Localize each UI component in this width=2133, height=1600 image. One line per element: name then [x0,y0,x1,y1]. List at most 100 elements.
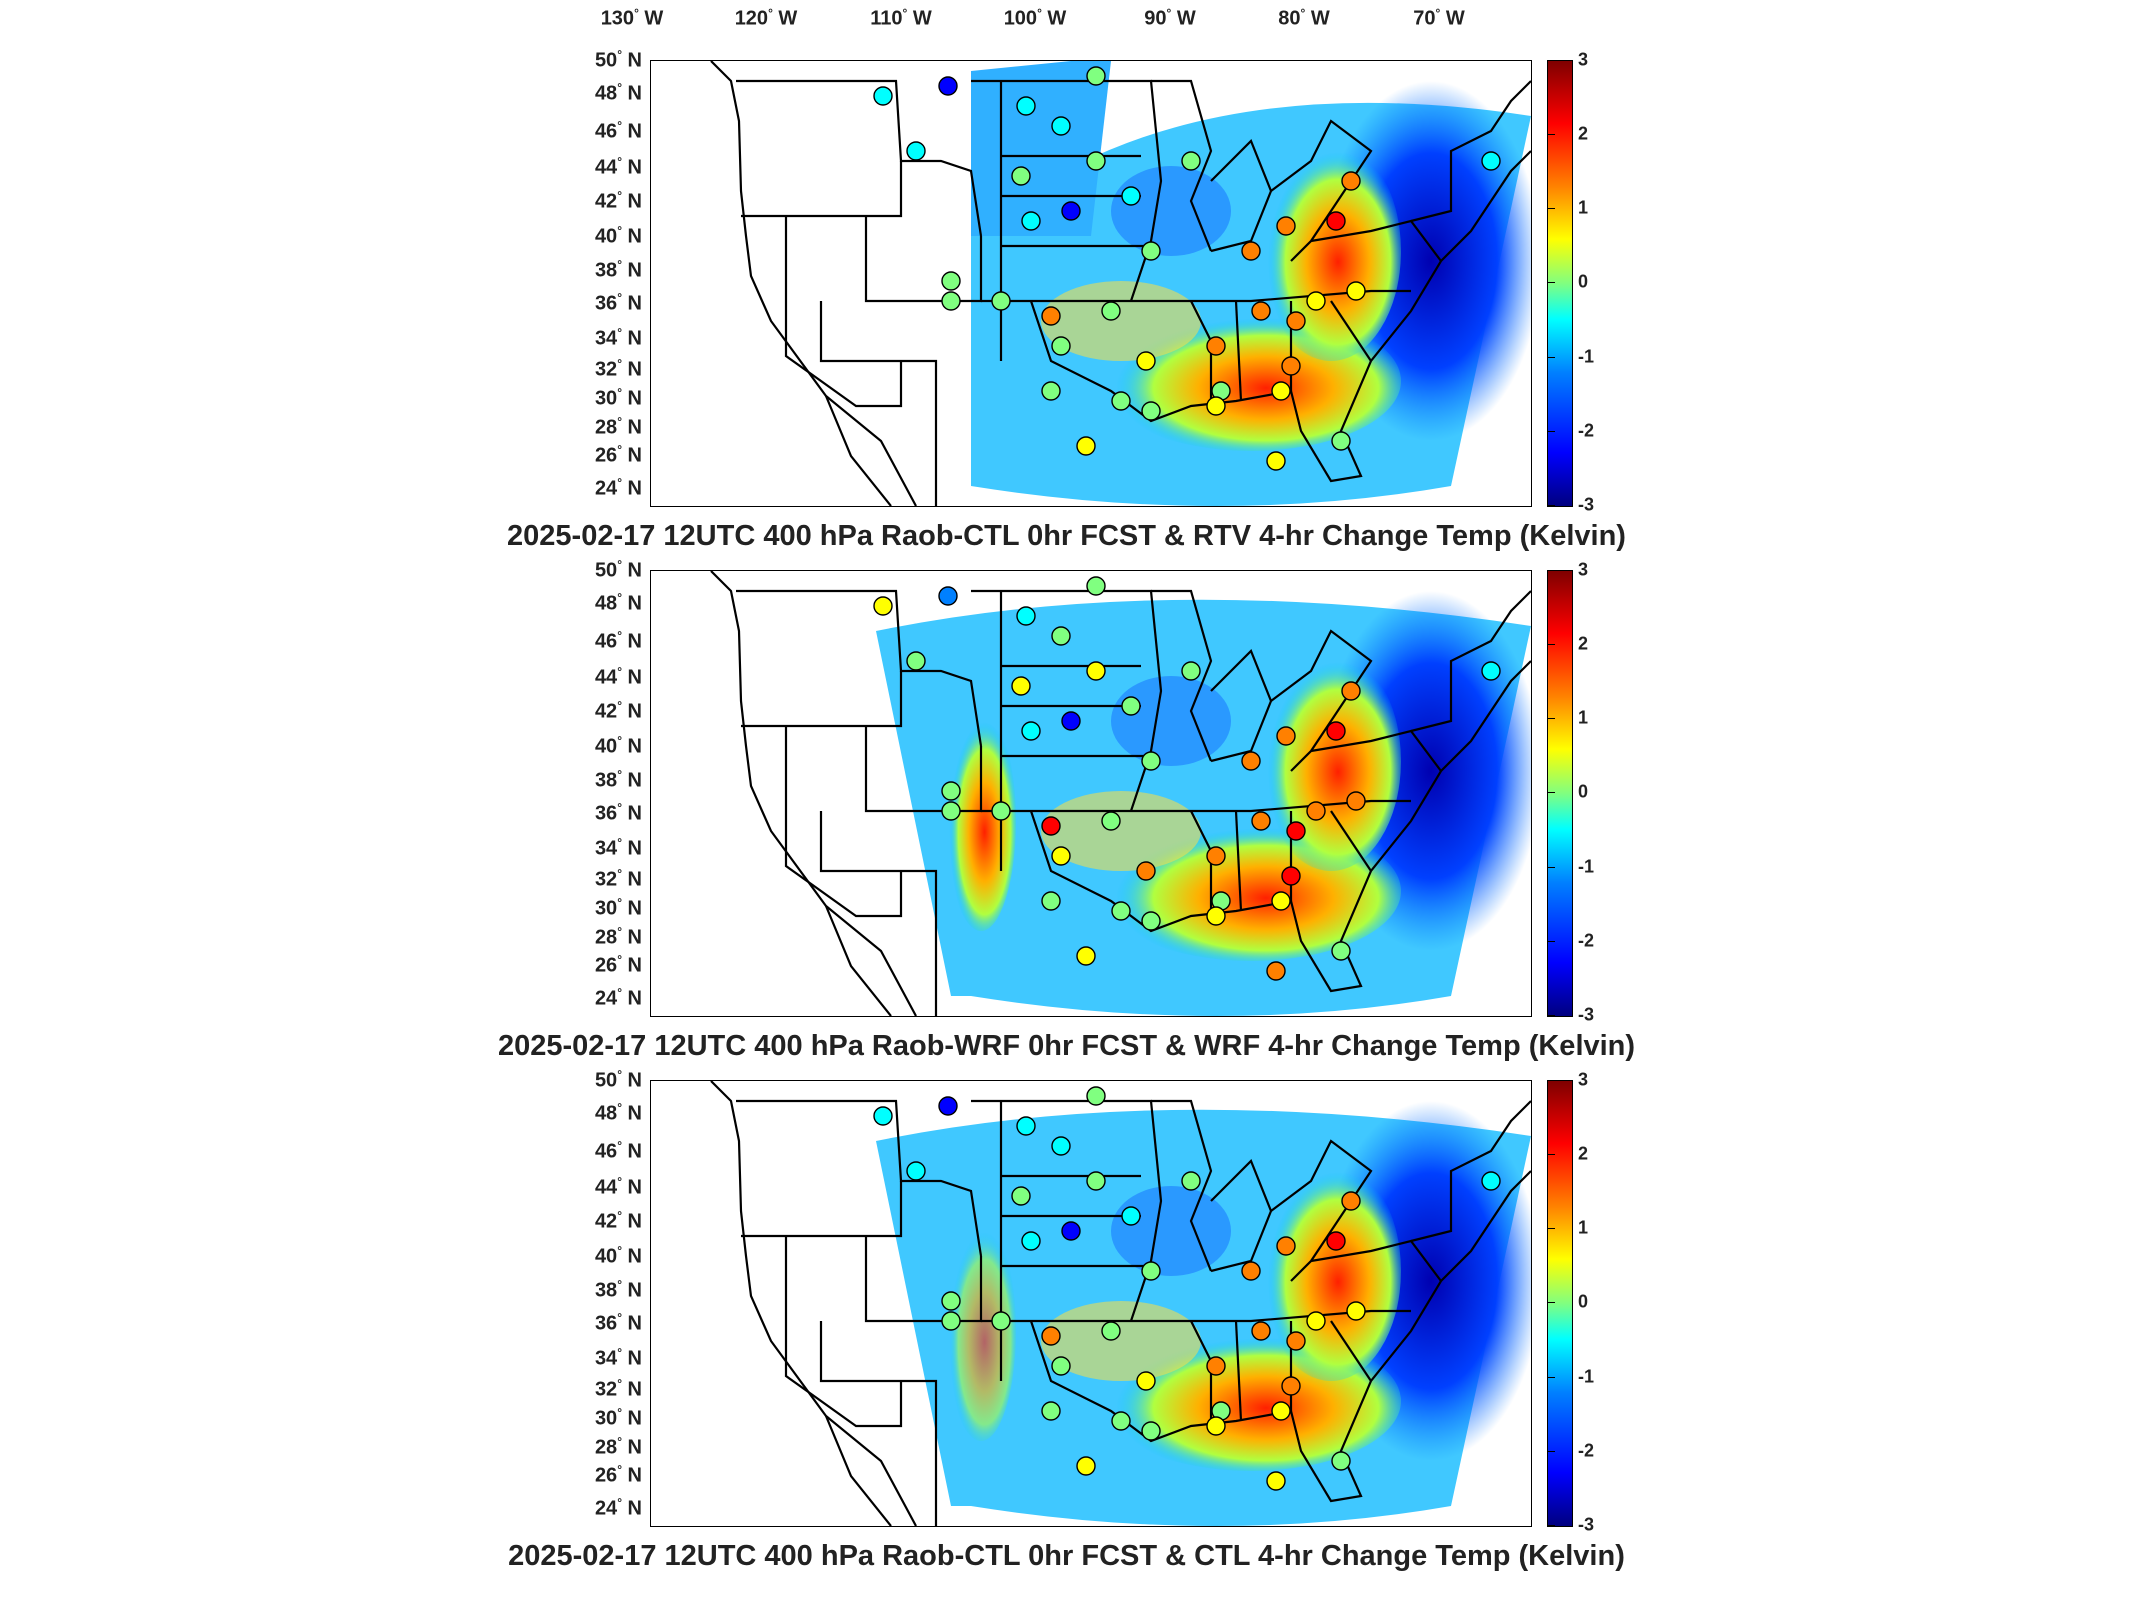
raob-station-marker [1016,606,1036,626]
latitude-label: 42° N [594,188,642,213]
colorbar-tick-mark [1547,644,1555,645]
raob-station-marker [1141,1261,1161,1281]
colorbar-tick-label: 3 [1578,1069,1589,1090]
raob-station-marker [1481,1171,1501,1191]
colorbar-tick-label: -2 [1578,930,1595,951]
colorbar-tick-mark [1547,1080,1555,1081]
raob-station-marker [1136,861,1156,881]
raob-station-marker [1041,1401,1061,1421]
map-frame [650,1080,1532,1527]
colorbar-tick-label: 2 [1578,1143,1589,1164]
colorbar-tick-label: 2 [1578,633,1589,654]
raob-station-marker [1021,211,1041,231]
raob-station-marker [1041,816,1061,836]
latitude-label: 46° N [594,118,642,143]
colorbar-tick-label: -3 [1578,1514,1595,1535]
colorbar-tick-label: 0 [1578,271,1589,292]
raob-station-marker [1341,171,1361,191]
colorbar-tick-mark [1547,570,1555,571]
latitude-label: 32° N [594,1376,642,1401]
raob-station-marker [1206,1356,1226,1376]
temperature-change-map [710,571,1531,1016]
colorbar [1547,1080,1573,1527]
colorbar-tick-mark [1547,718,1555,719]
longitude-label: 120° W [734,6,798,30]
colorbar-tick-label: -2 [1578,1440,1595,1461]
raob-station-marker [1121,186,1141,206]
raob-station-marker [1051,116,1071,136]
raob-station-marker [1041,891,1061,911]
raob-station-marker [1181,151,1201,171]
raob-station-marker [1101,811,1121,831]
raob-station-marker [873,596,893,616]
latitude-label: 32° N [594,356,642,381]
latitude-label: 38° N [594,257,642,282]
raob-station-marker [1061,1221,1081,1241]
raob-station-marker [873,1106,893,1126]
raob-station-marker [1086,576,1106,596]
raob-station-marker [1251,811,1271,831]
latitude-label: 26° N [594,442,642,467]
raob-station-marker [1141,751,1161,771]
latitude-label: 24° N [594,1495,642,1520]
raob-station-marker [1306,291,1326,311]
raob-station-marker [1346,1301,1366,1321]
raob-station-marker [1021,1231,1041,1251]
raob-station-marker [1136,1371,1156,1391]
raob-station-marker [1286,311,1306,331]
colorbar-tick-label: 1 [1578,197,1589,218]
latitude-label: 34° N [594,835,642,860]
raob-station-marker [941,1311,961,1331]
raob-station-marker [1276,216,1296,236]
latitude-label: 48° N [594,590,642,615]
latitude-label: 50° N [594,557,642,582]
raob-station-marker [1041,381,1061,401]
latitude-label: 30° N [594,895,642,920]
colorbar [1547,570,1573,1017]
longitude-label: 90° W [1144,6,1196,30]
colorbar-tick-label: 3 [1578,49,1589,70]
latitude-label: 36° N [594,1310,642,1335]
raob-station-marker [1111,1411,1131,1431]
colorbar-tick-label: 1 [1578,707,1589,728]
raob-station-marker [1141,911,1161,931]
raob-station-marker [1271,891,1291,911]
latitude-label: 46° N [594,628,642,653]
colorbar-tick-mark [1547,1451,1555,1452]
raob-station-marker [1326,211,1346,231]
raob-station-marker [1326,721,1346,741]
map-panel-raob-ctl-rtv: 2025-02-17 12UTC 400 hPa Raob-CTL 0hr FC… [0,47,2133,560]
latitude-label: 50° N [594,1067,642,1092]
raob-station-marker [1206,336,1226,356]
colorbar-tick-mark [1547,1154,1555,1155]
raob-station-marker [906,1161,926,1181]
map-frame [650,60,1532,507]
raob-station-marker [1276,1236,1296,1256]
latitude-label: 36° N [594,290,642,315]
raob-station-marker [1331,431,1351,451]
raob-station-marker [1346,281,1366,301]
raob-station-marker [1206,906,1226,926]
raob-station-marker [1271,1401,1291,1421]
colorbar-tick-label: 0 [1578,1291,1589,1312]
colorbar-tick-mark [1547,282,1555,283]
colorbar-tick-mark [1547,1228,1555,1229]
raob-station-marker [1136,351,1156,371]
raob-station-marker [1121,1206,1141,1226]
raob-station-marker [1331,941,1351,961]
colorbar-tick-label: 3 [1578,559,1589,580]
raob-station-marker [1111,391,1131,411]
raob-station-marker [991,291,1011,311]
temperature-change-map [710,61,1531,506]
raob-station-marker [1266,451,1286,471]
raob-station-marker [1206,1416,1226,1436]
raob-station-marker [1086,151,1106,171]
latitude-label: 26° N [594,952,642,977]
raob-station-marker [1241,751,1261,771]
colorbar-tick-mark [1547,60,1555,61]
raob-station-marker [1206,396,1226,416]
raob-station-marker [873,86,893,106]
latitude-label: 50° N [594,47,642,72]
longitude-label: 80° W [1278,6,1330,30]
colorbar-tick-mark [1547,1302,1555,1303]
